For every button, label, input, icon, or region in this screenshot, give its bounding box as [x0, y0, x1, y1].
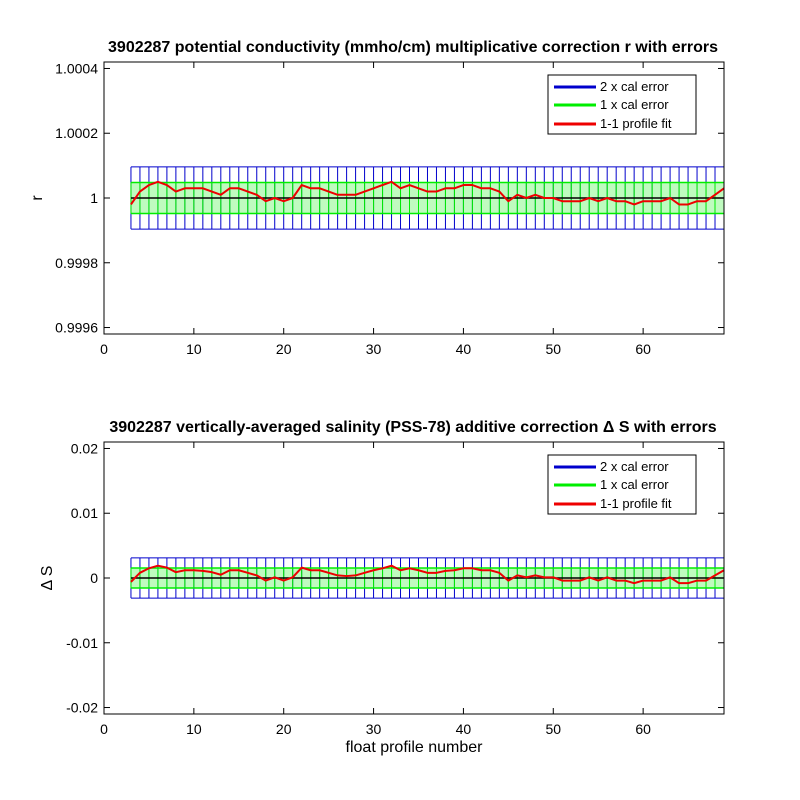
x-tick-label: 60: [635, 341, 651, 357]
bottom-chart-ylabel: Δ S: [39, 566, 56, 591]
legend-label-one-cal: 1 x cal error: [600, 97, 669, 112]
legend-label-two-cal: 2 x cal error: [600, 459, 669, 474]
profile-fit-series-line: [130, 564, 725, 585]
y-tick-label: 0.02: [71, 440, 98, 456]
y-tick-label: 0.9998: [55, 255, 98, 271]
top-chart-title: 3902287 potential conductivity (mmho/cm)…: [108, 39, 718, 56]
legend-label-one-cal: 1 x cal error: [600, 477, 669, 492]
x-tick-label: 50: [545, 341, 561, 357]
y-tick-label: 1: [90, 190, 98, 206]
bottom-chart-legend: 2 x cal error 1 x cal error 1-1 profile …: [547, 454, 697, 515]
x-tick-label: 40: [456, 341, 472, 357]
legend-label-fit: 1-1 profile fit: [600, 116, 672, 131]
legend-label-fit: 1-1 profile fit: [600, 496, 672, 511]
x-tick-label: 30: [366, 341, 382, 357]
y-tick-label: 1.0002: [55, 125, 98, 141]
x-tick-label: 20: [276, 721, 292, 737]
y-tick-label: 1.0004: [55, 60, 98, 76]
bottom-chart-title: 3902287 vertically-averaged salinity (PS…: [109, 419, 716, 436]
x-tick-label: 20: [276, 341, 292, 357]
bottom-chart: 3902287 vertically-averaged salinity (PS…: [39, 419, 725, 756]
top-chart-ticks: 0 10 20 30 40 50 60 0.9996 0.9998 1 1.0002 1.0004: [55, 60, 724, 357]
x-tick-label: 0: [100, 721, 108, 737]
x-tick-label: 10: [186, 341, 202, 357]
top-chart: 3902287 potential conductivity (mmho/cm)…: [29, 39, 725, 357]
bottom-chart-plot-content: [130, 557, 725, 599]
y-tick-label: -0.02: [66, 700, 98, 716]
x-tick-label: 0: [100, 341, 108, 357]
x-tick-label: 50: [545, 721, 561, 737]
bottom-chart-ticks: 0 10 20 30 40 50 60 -0.02 -0.01 0 0.01 0.02: [66, 440, 724, 737]
x-tick-label: 40: [456, 721, 472, 737]
bottom-chart-xlabel: float profile number: [346, 739, 484, 756]
x-tick-label: 10: [186, 721, 202, 737]
y-tick-label: -0.01: [66, 635, 98, 651]
top-chart-legend: 2 x cal error 1 x cal error 1-1 profile …: [547, 74, 697, 135]
profile-fit-series-line: [130, 180, 725, 206]
y-tick-label: 0.9996: [55, 320, 98, 336]
y-tick-label: 0.01: [71, 505, 98, 521]
legend-label-two-cal: 2 x cal error: [600, 79, 669, 94]
top-chart-plot-content: [130, 166, 725, 230]
y-tick-label: 0: [90, 570, 98, 586]
x-tick-label: 60: [635, 721, 651, 737]
x-tick-label: 30: [366, 721, 382, 737]
top-chart-ylabel: r: [29, 195, 46, 201]
